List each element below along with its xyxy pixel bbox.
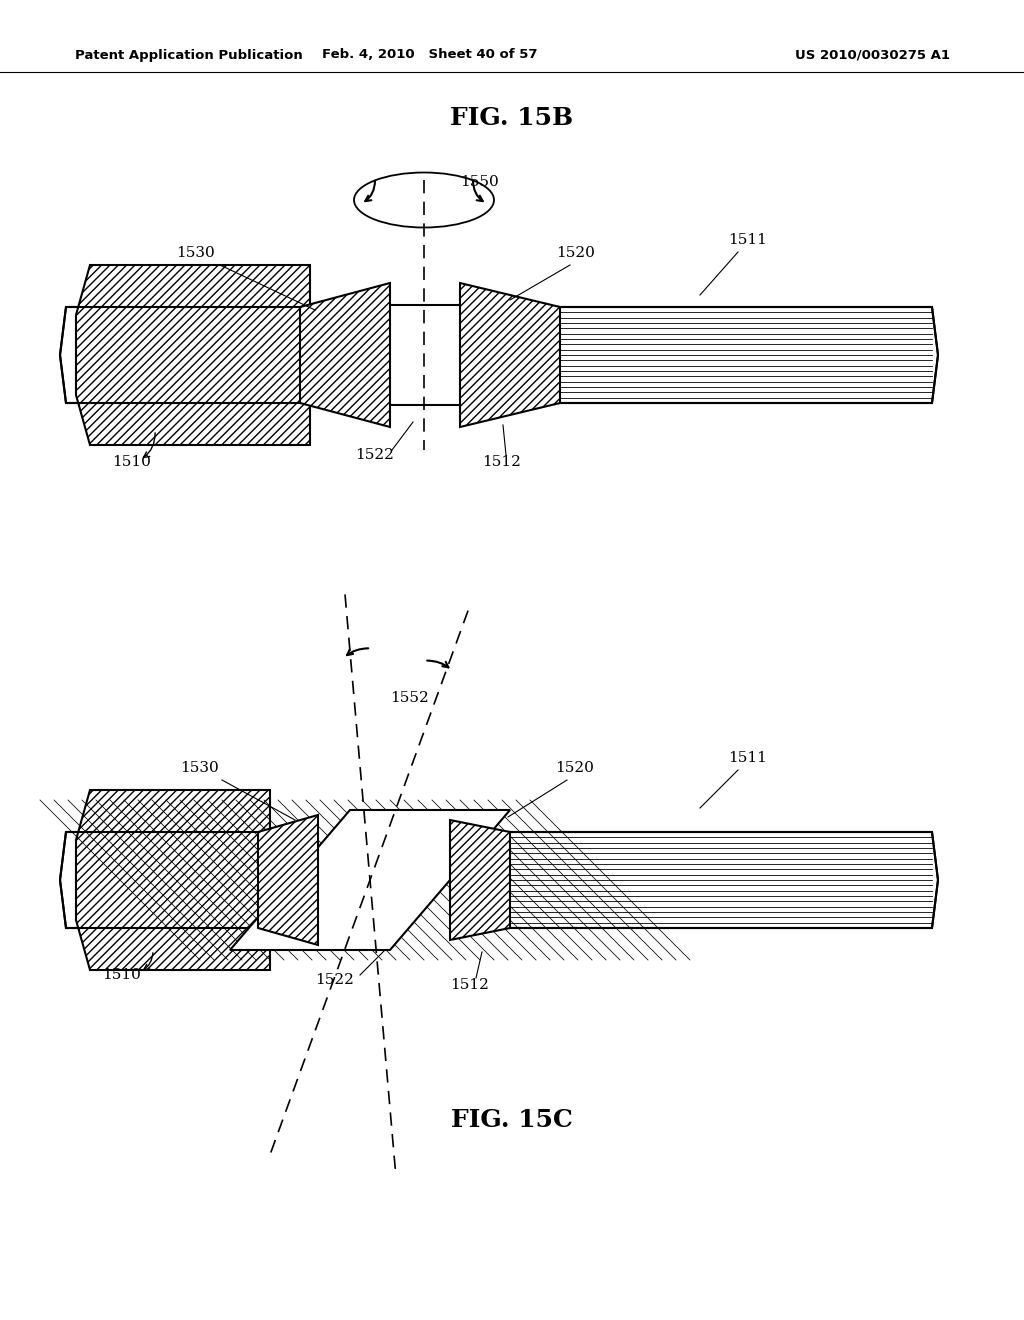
Text: 1512: 1512 — [451, 978, 489, 993]
Text: FIG. 15C: FIG. 15C — [451, 1107, 573, 1133]
Polygon shape — [460, 282, 560, 426]
Polygon shape — [230, 810, 510, 950]
Text: 1512: 1512 — [482, 455, 521, 469]
Polygon shape — [465, 308, 560, 403]
Polygon shape — [300, 308, 380, 403]
Text: Patent Application Publication: Patent Application Publication — [75, 49, 303, 62]
Polygon shape — [258, 814, 318, 945]
Text: 1530: 1530 — [176, 246, 215, 260]
Polygon shape — [76, 265, 310, 445]
Polygon shape — [490, 832, 938, 928]
Text: 1550: 1550 — [460, 176, 499, 189]
Polygon shape — [60, 308, 310, 403]
Text: 1522: 1522 — [355, 447, 394, 462]
Text: Feb. 4, 2010   Sheet 40 of 57: Feb. 4, 2010 Sheet 40 of 57 — [323, 49, 538, 62]
Polygon shape — [76, 789, 270, 970]
Polygon shape — [258, 833, 313, 927]
Text: 1511: 1511 — [728, 234, 767, 247]
Text: 1552: 1552 — [390, 690, 429, 705]
Text: 1511: 1511 — [728, 751, 767, 766]
Polygon shape — [450, 820, 510, 940]
Text: 1510: 1510 — [112, 455, 151, 469]
Polygon shape — [300, 282, 390, 426]
Polygon shape — [60, 832, 270, 928]
Text: 1530: 1530 — [180, 762, 219, 775]
Polygon shape — [455, 833, 510, 927]
Polygon shape — [358, 305, 490, 405]
Text: 1520: 1520 — [556, 246, 595, 260]
Text: FIG. 15B: FIG. 15B — [451, 106, 573, 129]
Polygon shape — [490, 308, 938, 403]
Text: 1520: 1520 — [555, 762, 594, 775]
Text: US 2010/0030275 A1: US 2010/0030275 A1 — [795, 49, 950, 62]
Text: 1510: 1510 — [102, 968, 141, 982]
Text: 1522: 1522 — [315, 973, 354, 987]
